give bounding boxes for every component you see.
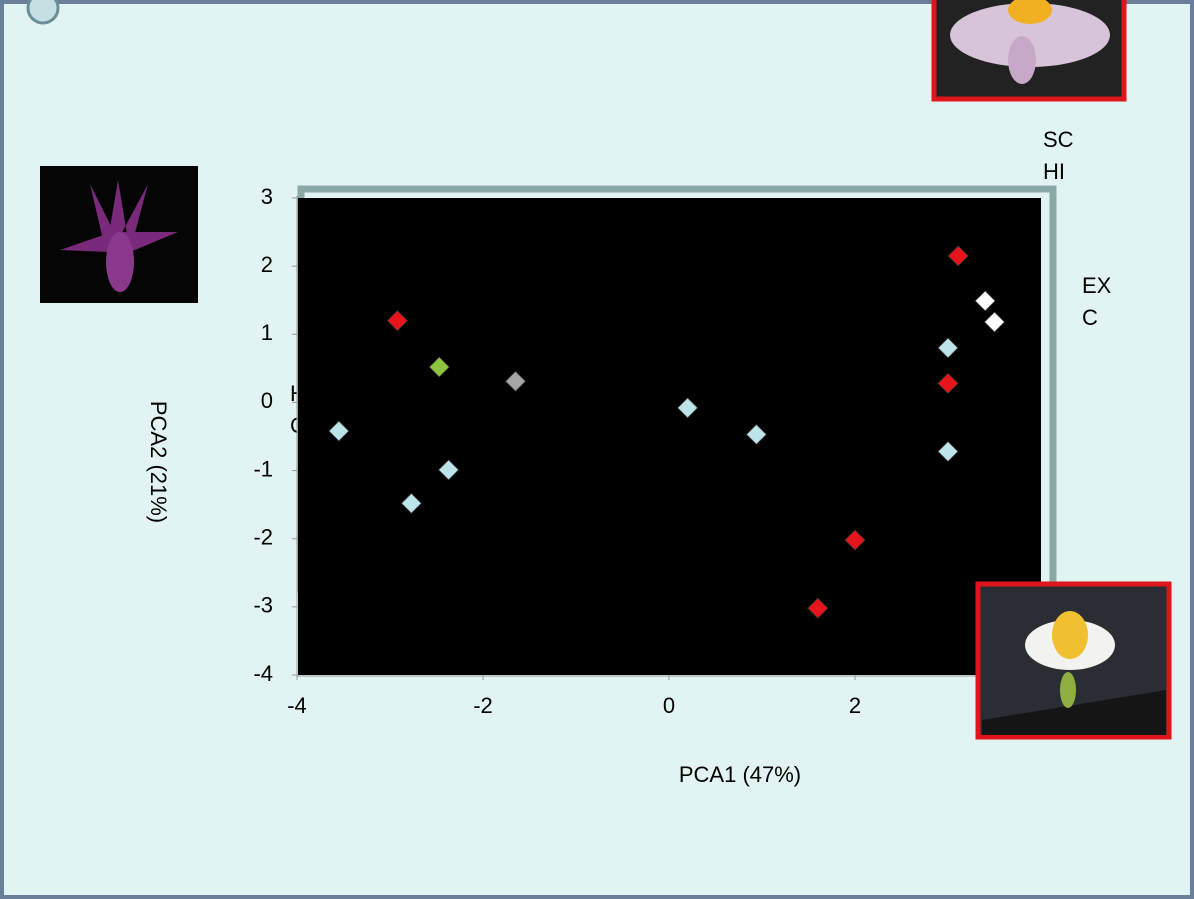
decoration (28, 0, 58, 23)
y-tick-label: -3 (253, 593, 273, 618)
y-tick-label: -4 (253, 661, 273, 686)
x-axis-title: PCA1 (47%) (679, 762, 801, 787)
y-tick-label: 2 (261, 252, 273, 277)
x-tick-label: -2 (473, 693, 493, 718)
y-tick-label: 1 (261, 320, 273, 345)
annotation: EX (1082, 273, 1112, 298)
annotation: SC (1043, 127, 1074, 152)
slide: H C PCA1 (47%) PCA2 (21%) SC HI EX C 321… (0, 0, 1194, 899)
y-tick-label: 0 (261, 388, 273, 413)
y-tick-label: -2 (253, 525, 273, 550)
y-axis-title: PCA2 (21%) (146, 401, 171, 523)
annotation: C (1082, 305, 1098, 330)
flower-photo (978, 584, 1169, 737)
flower-photo (40, 166, 198, 303)
plot-area (298, 198, 1041, 675)
x-tick-label: -4 (287, 693, 307, 718)
y-tick-label: 3 (261, 184, 273, 209)
annotation: HI (1043, 159, 1065, 184)
flower-photo (934, 0, 1124, 99)
y-tick-label: -1 (253, 456, 273, 481)
x-tick-label: 2 (849, 693, 861, 718)
x-tick-label: 0 (663, 693, 675, 718)
